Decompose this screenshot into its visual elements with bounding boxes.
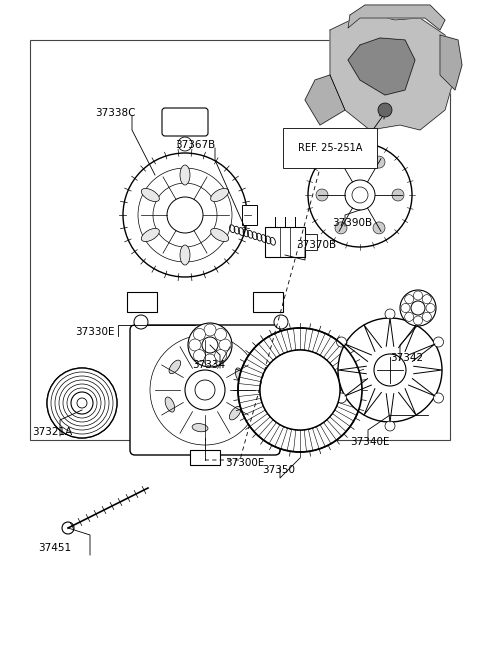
Circle shape <box>422 312 432 321</box>
Circle shape <box>134 315 148 329</box>
Circle shape <box>189 339 201 351</box>
Circle shape <box>405 295 414 304</box>
Text: 37334: 37334 <box>192 360 225 370</box>
Text: 37350: 37350 <box>262 465 295 475</box>
Circle shape <box>77 398 87 408</box>
Bar <box>265 227 305 257</box>
Text: 37338C: 37338C <box>95 108 135 118</box>
Circle shape <box>185 370 225 410</box>
Ellipse shape <box>192 424 208 432</box>
Circle shape <box>385 421 395 431</box>
Circle shape <box>202 337 218 353</box>
Text: REF. 25-251A: REF. 25-251A <box>298 143 362 153</box>
Ellipse shape <box>235 368 245 383</box>
Circle shape <box>219 339 231 351</box>
Bar <box>242 205 257 225</box>
Circle shape <box>413 291 422 300</box>
Circle shape <box>335 222 347 234</box>
Circle shape <box>167 197 203 233</box>
FancyBboxPatch shape <box>162 108 208 136</box>
Circle shape <box>378 103 392 117</box>
Circle shape <box>392 189 404 201</box>
Circle shape <box>47 368 117 438</box>
Circle shape <box>204 354 216 366</box>
Circle shape <box>188 323 232 367</box>
Circle shape <box>373 156 385 168</box>
Circle shape <box>400 290 436 326</box>
Circle shape <box>316 189 328 201</box>
Circle shape <box>335 156 347 168</box>
Polygon shape <box>305 75 345 125</box>
Ellipse shape <box>141 228 159 241</box>
Circle shape <box>193 329 205 340</box>
Bar <box>305 234 317 250</box>
Ellipse shape <box>180 245 190 265</box>
Bar <box>190 450 220 465</box>
Circle shape <box>274 315 288 329</box>
Circle shape <box>178 137 192 151</box>
Circle shape <box>433 337 444 347</box>
Circle shape <box>260 350 340 430</box>
Circle shape <box>71 392 93 414</box>
Ellipse shape <box>165 397 175 412</box>
Circle shape <box>215 329 227 340</box>
Text: 37342: 37342 <box>390 353 423 363</box>
Bar <box>253 292 283 312</box>
Circle shape <box>374 354 406 386</box>
Polygon shape <box>348 5 445 30</box>
Text: 37321A: 37321A <box>32 427 72 437</box>
Circle shape <box>422 295 432 304</box>
Circle shape <box>352 187 368 203</box>
Text: 37340E: 37340E <box>350 437 389 447</box>
Circle shape <box>373 222 385 234</box>
Circle shape <box>401 304 410 312</box>
Circle shape <box>215 350 227 361</box>
Circle shape <box>405 312 414 321</box>
Text: 37370B: 37370B <box>296 240 336 250</box>
Circle shape <box>238 328 362 452</box>
Circle shape <box>426 304 435 312</box>
Text: 37300E: 37300E <box>225 458 264 468</box>
Polygon shape <box>348 38 415 95</box>
Ellipse shape <box>211 188 228 201</box>
Circle shape <box>338 318 442 422</box>
Circle shape <box>336 337 347 347</box>
Bar <box>127 292 157 312</box>
Circle shape <box>345 180 375 210</box>
Circle shape <box>193 350 205 361</box>
Circle shape <box>336 393 347 403</box>
Ellipse shape <box>202 348 218 356</box>
Circle shape <box>308 143 412 247</box>
Ellipse shape <box>141 188 159 201</box>
Polygon shape <box>440 35 462 90</box>
Text: 37367B: 37367B <box>175 140 215 150</box>
Ellipse shape <box>211 228 228 241</box>
Text: 37451: 37451 <box>38 543 71 553</box>
Ellipse shape <box>169 360 180 374</box>
Polygon shape <box>330 15 455 130</box>
Circle shape <box>260 350 340 430</box>
Circle shape <box>195 380 215 400</box>
Circle shape <box>204 324 216 336</box>
Circle shape <box>123 153 247 277</box>
Text: 37330E: 37330E <box>75 327 115 337</box>
Circle shape <box>385 309 395 319</box>
FancyBboxPatch shape <box>130 325 280 455</box>
Circle shape <box>433 393 444 403</box>
Ellipse shape <box>229 406 241 420</box>
Ellipse shape <box>180 165 190 185</box>
Bar <box>30 40 450 440</box>
Text: 37390B: 37390B <box>332 218 372 228</box>
Circle shape <box>411 301 425 315</box>
Circle shape <box>413 316 422 325</box>
